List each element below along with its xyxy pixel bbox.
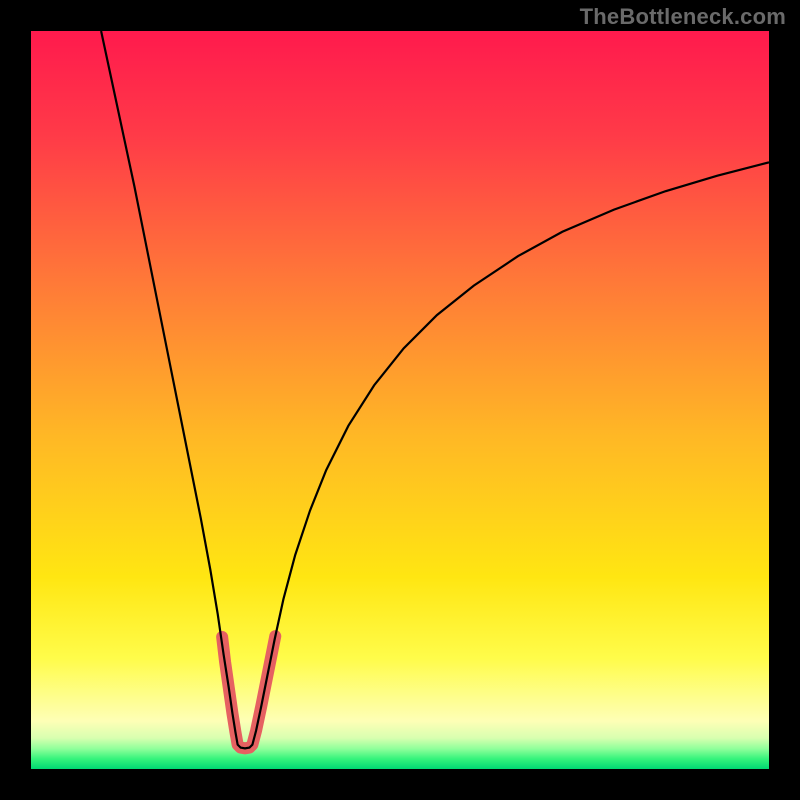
watermark-text: TheBottleneck.com <box>580 4 786 30</box>
chart-svg <box>31 31 769 769</box>
bottleneck-curve <box>101 31 769 748</box>
plot-area <box>31 31 769 769</box>
